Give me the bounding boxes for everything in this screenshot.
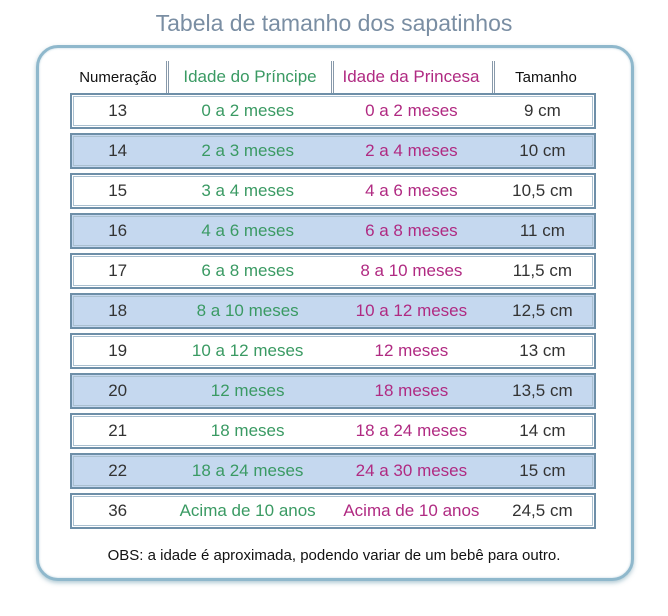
cell-numeracao: 18 — [108, 301, 128, 320]
cell-idade-principe: 3 a 4 meses — [201, 181, 294, 200]
cell-tamanho: 13,5 cm — [512, 381, 573, 400]
cell-numeracao: 36 — [108, 501, 128, 520]
cell-idade-princesa: 4 a 6 meses — [365, 181, 458, 200]
cell-numeracao: 13 — [108, 101, 128, 120]
cell-idade-princesa: 24 a 30 meses — [355, 461, 468, 480]
cell-tamanho: 9 cm — [523, 101, 561, 120]
cell-idade-princesa: 18 meses — [374, 381, 449, 400]
cell-idade-principe: 8 a 10 meses — [196, 301, 299, 320]
cell-tamanho: 15 cm — [519, 461, 566, 480]
cell-numeracao: 14 — [108, 141, 128, 160]
cell-idade-principe: 4 a 6 meses — [201, 221, 294, 240]
cell-idade-princesa: 8 a 10 meses — [360, 261, 463, 280]
note: OBS: a idade é aproximada, podendo varia… — [107, 547, 561, 564]
cell-tamanho: 24,5 cm — [512, 501, 573, 520]
cell-idade-princesa: 12 meses — [374, 341, 449, 360]
cell-numeracao: 20 — [108, 381, 128, 400]
table-row: 20 12 meses 18 meses 13,5 cm — [70, 373, 596, 409]
cell-tamanho: 13 cm — [519, 341, 566, 360]
table-row: 15 3 a 4 meses 4 a 6 meses 10,5 cm — [70, 173, 596, 209]
table-row: 21 18 meses 18 a 24 meses 14 cm — [70, 413, 596, 449]
table-row: 18 8 a 10 meses 10 a 12 meses 12,5 cm — [70, 293, 596, 329]
cell-numeracao: 16 — [108, 221, 128, 240]
cell-idade-principe: 18 a 24 meses — [191, 461, 304, 480]
table-row: 13 0 a 2 meses 0 a 2 meses 9 cm — [70, 93, 596, 129]
cell-idade-princesa: 18 a 24 meses — [355, 421, 468, 440]
cell-numeracao: 22 — [108, 461, 128, 480]
cell-idade-principe: Acima de 10 anos — [179, 501, 316, 520]
cell-idade-principe: 10 a 12 meses — [191, 341, 304, 360]
cell-idade-princesa: 0 a 2 meses — [365, 101, 458, 120]
cell-idade-principe: 18 meses — [210, 421, 285, 440]
table-row: 22 18 a 24 meses 24 a 30 meses 15 cm — [70, 453, 596, 489]
cell-numeracao: 21 — [108, 421, 128, 440]
cell-idade-principe: 6 a 8 meses — [201, 261, 294, 280]
cell-numeracao: 19 — [108, 341, 128, 360]
cell-tamanho: 11 cm — [519, 221, 565, 240]
cell-idade-princesa: Acima de 10 anos — [343, 501, 480, 520]
cell-idade-princesa: 6 a 8 meses — [365, 221, 458, 240]
cell-idade-principe: 2 a 3 meses — [201, 141, 294, 160]
table-row: 19 10 a 12 meses 12 meses 13 cm — [70, 333, 596, 369]
page-title: Tabela de tamanho dos sapatinhos — [155, 10, 513, 36]
table-row: 17 6 a 8 meses 8 a 10 meses 11,5 cm — [70, 253, 596, 289]
cell-tamanho: 10,5 cm — [512, 181, 573, 200]
header-tamanho: Tamanho — [515, 68, 577, 86]
cell-tamanho: 10 cm — [519, 141, 566, 160]
cell-numeracao: 15 — [108, 181, 128, 200]
header-idade-princesa: Idade da Princesa — [330, 61, 495, 93]
table-row: 16 4 a 6 meses 6 a 8 meses 11 cm — [70, 213, 596, 249]
table-row: 14 2 a 3 meses 2 a 4 meses 10 cm — [70, 133, 596, 169]
cell-tamanho: 14 cm — [519, 421, 566, 440]
header-numeracao: Numeração — [79, 68, 157, 86]
header-idade-principe: Idade do Príncipe — [166, 61, 334, 93]
table-row: 36 Acima de 10 anos Acima de 10 anos 24,5 c… — [70, 493, 596, 529]
cell-numeracao: 17 — [108, 261, 128, 280]
cell-tamanho: 11,5 cm — [512, 261, 572, 280]
cell-idade-princesa: 2 a 4 meses — [365, 141, 458, 160]
cell-tamanho: 12,5 cm — [512, 301, 573, 320]
cell-idade-principe: 0 a 2 meses — [201, 101, 294, 120]
cell-idade-princesa: 10 a 12 meses — [355, 301, 468, 320]
cell-idade-principe: 12 meses — [210, 381, 285, 400]
